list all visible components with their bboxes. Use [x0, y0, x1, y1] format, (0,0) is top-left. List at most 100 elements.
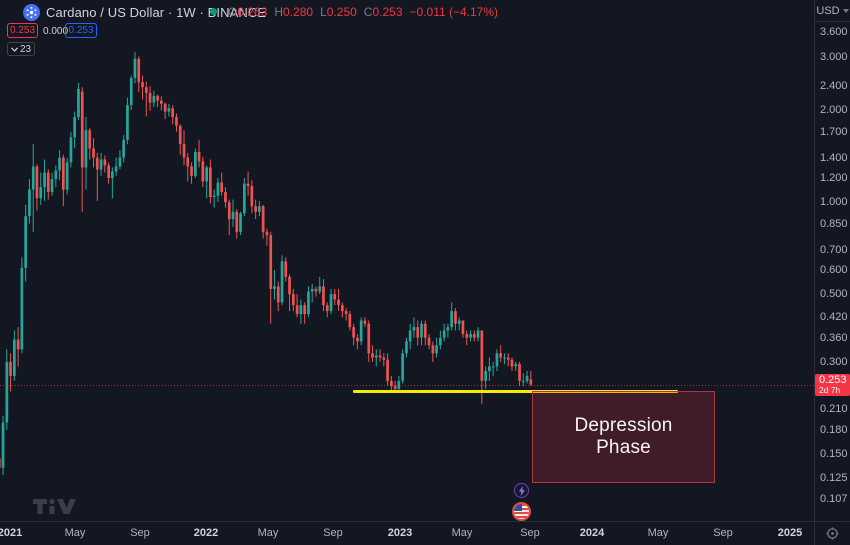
- candle-body: [348, 314, 352, 328]
- candle-body: [503, 357, 506, 359]
- candle-body: [261, 206, 265, 232]
- candle-body: [239, 213, 242, 232]
- candle-body: [235, 211, 239, 232]
- candle-body: [43, 172, 46, 188]
- sell-button[interactable]: 0.253: [7, 23, 38, 38]
- candle-body: [69, 137, 73, 163]
- price-tick-label: 0.850: [820, 217, 848, 230]
- candle-body: [390, 380, 393, 387]
- candle-body: [31, 166, 35, 190]
- time-tick-label: 2025: [777, 527, 803, 539]
- candle-body: [488, 366, 491, 372]
- lightning-event-icon[interactable]: [514, 483, 529, 498]
- candle-body: [397, 380, 401, 389]
- candle-body: [450, 311, 453, 328]
- candle-body: [190, 166, 193, 176]
- candle-body: [39, 187, 43, 199]
- candle-body: [212, 195, 216, 197]
- high-value: 0.280: [283, 5, 314, 19]
- market-status-dot: [210, 8, 217, 15]
- open-value: 0.263: [237, 5, 268, 19]
- candle-body: [280, 261, 284, 303]
- candle-body: [284, 261, 288, 277]
- price-axis[interactable]: USD 3.600 3.000 2.400 2.000 1.700 1.400 1.200 1…: [815, 0, 850, 521]
- candle-body: [491, 366, 495, 368]
- time-axis[interactable]: 2021 May Sep 2022 May Sep 2023 May Sep 2024 May Sep…: [0, 522, 814, 545]
- candle-body: [480, 330, 484, 381]
- candle-body: [325, 305, 329, 312]
- candle-body: [107, 165, 110, 178]
- close-value: 0.253: [372, 5, 403, 19]
- candle-body: [393, 386, 397, 389]
- time-tick-label: Sep: [713, 527, 733, 539]
- tradingview-logo[interactable]: [33, 498, 79, 515]
- price-axis-separator: [814, 0, 815, 545]
- candle-body: [205, 167, 208, 182]
- candle-body: [20, 267, 24, 350]
- price-tick-label: 0.360: [820, 331, 848, 344]
- candle-body: [186, 157, 190, 167]
- candle-body: [454, 311, 457, 324]
- close-label: C: [363, 5, 373, 19]
- candle-body: [367, 323, 371, 354]
- candle-body: [77, 88, 80, 118]
- price-tick-label: 1.000: [820, 196, 848, 209]
- support-trend-line[interactable]: [353, 389, 678, 393]
- candle-body: [416, 327, 420, 338]
- us-flag-event-icon[interactable]: [512, 502, 531, 521]
- time-tick-label: Sep: [520, 527, 540, 539]
- candle-body: [525, 375, 529, 381]
- candle-body: [137, 58, 141, 83]
- candle-body: [521, 380, 525, 382]
- currency-selector[interactable]: USD: [815, 0, 850, 22]
- open-label: O: [228, 5, 238, 19]
- price-tick-label: 0.210: [820, 403, 848, 416]
- candle-body: [269, 235, 273, 289]
- candle-body: [408, 330, 412, 342]
- price-tick-label: 0.300: [820, 355, 848, 368]
- candle-body: [420, 323, 423, 338]
- scales-settings-button[interactable]: [815, 522, 850, 545]
- buy-button[interactable]: 0.253: [65, 23, 97, 38]
- candle-body: [472, 334, 476, 338]
- candlestick-chart[interactable]: [0, 0, 814, 521]
- low-label: L: [320, 5, 327, 19]
- legend-collapse-button[interactable]: 23: [7, 42, 35, 56]
- candle-body: [461, 320, 465, 335]
- price-tick-label: 0.107: [820, 492, 848, 505]
- candle-body: [352, 327, 355, 338]
- candle-body: [442, 330, 446, 338]
- candle-body: [13, 339, 16, 376]
- price-tick-label: 1.400: [820, 151, 848, 164]
- bar-countdown: 2d 7h: [819, 385, 841, 395]
- candle-body: [220, 182, 223, 192]
- candle-body: [209, 167, 212, 197]
- candle-body: [201, 161, 205, 182]
- candle-body: [243, 183, 246, 214]
- currency-caret-icon: [842, 8, 849, 13]
- candle-body: [254, 206, 257, 212]
- time-tick-label: May: [257, 527, 279, 539]
- candle-body: [514, 364, 518, 367]
- candle-body: [175, 117, 178, 126]
- candle-body: [382, 357, 386, 360]
- candle-body: [231, 211, 235, 220]
- candle-body: [9, 361, 12, 376]
- candle-body: [224, 192, 227, 203]
- candle-body: [58, 157, 61, 171]
- time-tick-label: Sep: [323, 527, 343, 539]
- candle-body: [374, 355, 378, 358]
- price-tick-label: 1.200: [820, 172, 848, 184]
- candle-body: [310, 288, 314, 292]
- price-tick-label: 0.125: [820, 472, 848, 484]
- depression-phase-box[interactable]: Depression Phase: [532, 391, 715, 483]
- price-tick-label: 0.420: [820, 311, 848, 324]
- candle-body: [0, 458, 1, 468]
- candle-body: [194, 152, 197, 176]
- candle-body: [163, 103, 167, 112]
- candle-body: [371, 353, 374, 358]
- last-price-value: 0.253: [819, 374, 847, 386]
- candle-body: [276, 286, 280, 303]
- candle-body: [133, 58, 137, 78]
- candle-body: [431, 345, 435, 354]
